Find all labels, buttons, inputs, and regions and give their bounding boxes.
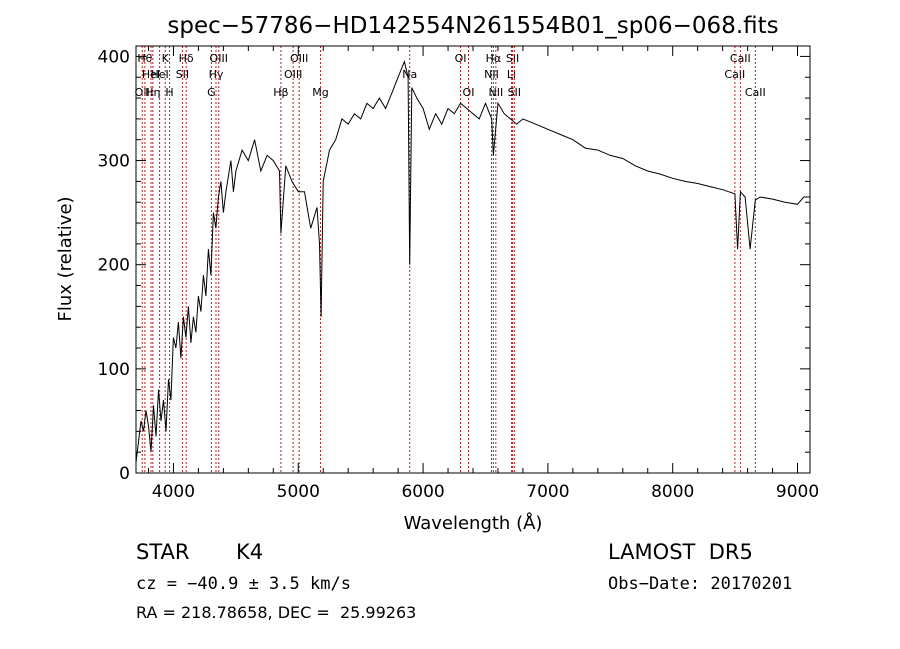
line-marker-label: CaII: [730, 52, 751, 65]
line-marker-label: Hθ: [137, 52, 152, 65]
x-tick-label: 5000: [277, 482, 320, 502]
line-marker-label: HeI: [142, 68, 160, 81]
spectrum-line: [135, 59, 810, 463]
line-marker-label: HeI: [150, 68, 168, 81]
object-class: STAR: [136, 540, 190, 564]
line-marker-label: OI: [455, 52, 467, 65]
line-marker-label: Hβ: [273, 86, 288, 99]
spectral-line-markers: OIIHθHeIHηHeIKHSIIHδGHγOIIIHβOIIIOIIIMgN…: [135, 46, 766, 473]
line-marker-label: NII: [484, 68, 499, 81]
line-marker-label: OII: [135, 86, 150, 99]
redshift-cz: cz = −40.9 ± 3.5 km/s: [136, 574, 351, 594]
y-tick-label: 400: [98, 47, 130, 67]
line-marker-label: OI: [463, 86, 475, 99]
coordinates: RA = 218.78658, DEC = 25.99263: [136, 603, 417, 622]
line-marker-label: SII: [508, 86, 521, 99]
line-marker-label: Li: [507, 68, 516, 81]
survey-name: LAMOST DR5: [608, 540, 753, 564]
line-marker-label: SII: [506, 52, 519, 65]
x-tick-label: 8000: [651, 482, 694, 502]
line-marker-label: NII: [488, 86, 503, 99]
object-subclass: K4: [236, 540, 264, 564]
line-marker-label: Mg: [312, 86, 328, 99]
x-tick-label: 4000: [152, 482, 195, 502]
line-marker-label: Na: [402, 68, 417, 81]
line-marker-label: CaII: [724, 68, 745, 81]
line-marker-label: CaII: [745, 86, 766, 99]
line-marker-label: Hγ: [209, 68, 224, 81]
line-marker-label: SII: [176, 68, 189, 81]
line-marker-label: H: [165, 86, 173, 99]
y-axis-ticks: 0 100 200 300 400: [98, 47, 810, 484]
observation-date: Obs−Date: 20170201: [608, 574, 793, 594]
line-marker-label: OIII: [284, 68, 302, 81]
x-axis-label: Wavelength (Å): [404, 512, 543, 534]
line-marker-label: Hη: [145, 86, 160, 99]
line-marker-label: OIII: [210, 52, 228, 65]
y-tick-label: 200: [98, 256, 130, 276]
line-marker-label: Hα: [486, 52, 502, 65]
x-tick-label: 6000: [401, 482, 444, 502]
y-tick-label: 0: [119, 464, 130, 484]
x-tick-label: 7000: [526, 482, 569, 502]
line-marker-label: OIII: [290, 52, 308, 65]
line-marker-label: G: [207, 86, 216, 99]
y-axis-label: Flux (relative): [55, 196, 76, 321]
y-tick-label: 100: [98, 360, 130, 380]
line-marker-label: Hδ: [179, 52, 194, 65]
x-tick-label: 9000: [776, 482, 819, 502]
line-marker-label: K: [162, 52, 170, 65]
x-axis-ticks: 4000 5000 6000 7000 8000 9000: [147, 46, 819, 502]
chart-title: spec−57786−HD142554N261554B01_sp06−068.f…: [167, 13, 778, 39]
plot-frame: [135, 45, 811, 474]
y-tick-label: 300: [98, 152, 130, 172]
